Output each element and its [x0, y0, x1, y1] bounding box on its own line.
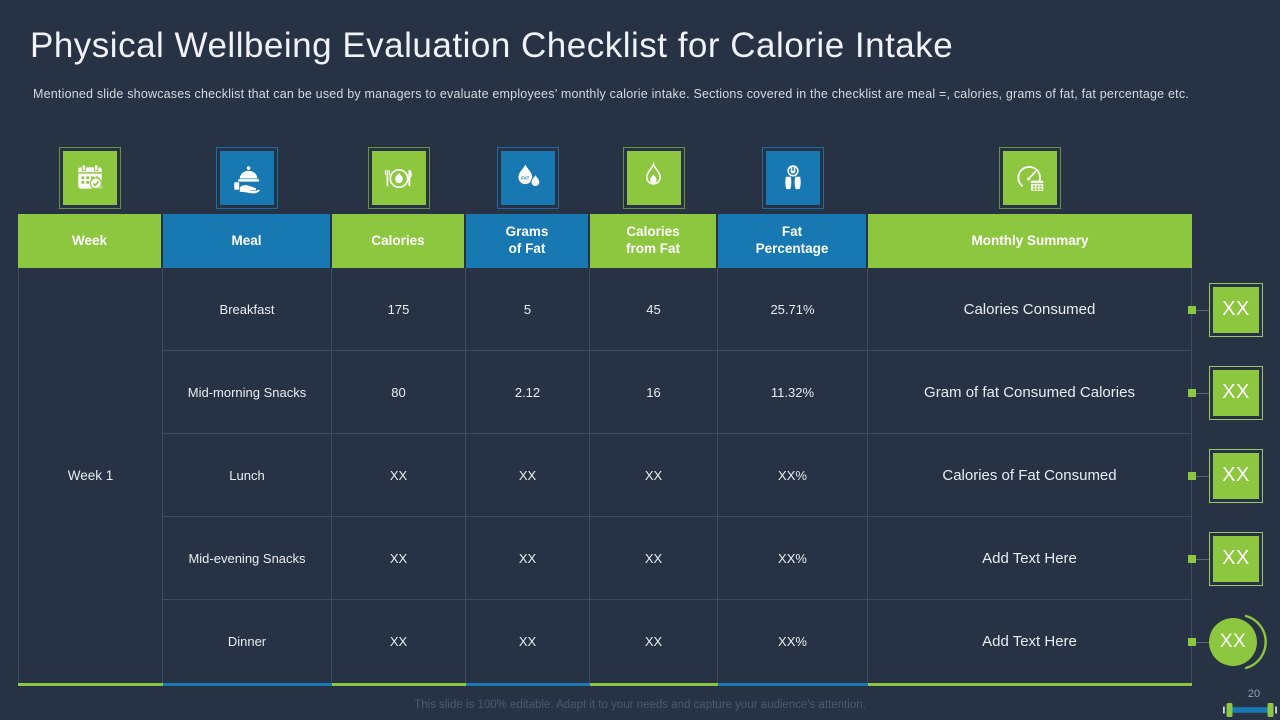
monthly-summary-cell: Calories Consumed	[868, 268, 1192, 350]
calories-from-fat-flame-icon	[627, 151, 681, 205]
icon-tile-calories-from-fat	[623, 147, 685, 209]
bottom-strip	[18, 683, 163, 686]
table-row: Lunch XX XX XX XX% Calories of Fat Consu…	[163, 434, 1192, 517]
meal-serving-icon	[220, 151, 274, 205]
xx-badge: XX	[1209, 448, 1263, 503]
calories-from-fat-cell: XX	[590, 434, 718, 516]
calories-cell: XX	[332, 600, 466, 683]
xx-badge: XX	[1209, 282, 1263, 337]
meal-cell: Breakfast	[163, 268, 332, 350]
slide-subtitle: Mentioned slide showcases checklist that…	[33, 87, 1189, 101]
col-header-meal: Meal	[163, 214, 332, 268]
xx-badge-label: XX	[1213, 286, 1259, 333]
meal-cell: Dinner	[163, 600, 332, 683]
col-header-week: Week	[18, 214, 163, 268]
grams-of-fat-cell: XX	[466, 517, 590, 599]
col-header-grams-of-fat: Grams of Fat	[466, 214, 590, 268]
weight-scale-icon	[766, 151, 820, 205]
connector-dot	[1188, 305, 1196, 314]
fat-percentage-cell: 25.71%	[718, 268, 868, 350]
icon-tile-monthly-summary	[999, 147, 1061, 209]
calories-from-fat-cell: 45	[590, 268, 718, 350]
connector-line	[1196, 475, 1209, 477]
connector-dot	[1188, 637, 1196, 646]
calories-from-fat-cell: XX	[590, 517, 718, 599]
monthly-summary-cell: Gram of fat Consumed Calories	[868, 351, 1192, 433]
monthly-summary-cell: Add Text Here	[868, 600, 1192, 683]
bottom-strip	[718, 683, 868, 686]
bottom-strip	[332, 683, 466, 686]
xx-badge: XX	[1209, 531, 1263, 586]
calories-from-fat-cell: XX	[590, 600, 718, 683]
xx-badge-label: XX	[1213, 535, 1259, 582]
calorie-checklist-table: Week Meal Calories Grams of Fat Calories…	[18, 214, 1192, 686]
meal-cell: Mid-morning Snacks	[163, 351, 332, 433]
calories-cell: 175	[332, 268, 466, 350]
meal-cell: Lunch	[163, 434, 332, 516]
table-row: Mid-morning Snacks 80 2.12 16 11.32% Gra…	[163, 351, 1192, 434]
connector-dot	[1188, 554, 1196, 563]
calendar-check-icon	[63, 151, 117, 205]
icon-tile-meal	[216, 147, 278, 209]
col-header-calories-from-fat: Calories from Fat	[590, 214, 718, 268]
col-header-calories: Calories	[332, 214, 466, 268]
col-header-monthly-summary: Monthly Summary	[868, 214, 1192, 268]
monthly-summary-cell: Add Text Here	[868, 517, 1192, 599]
connector-dot	[1188, 388, 1196, 397]
table-row: Breakfast 175 5 45 25.71% Calories Consu…	[163, 268, 1192, 351]
connector-line	[1196, 641, 1209, 643]
calories-cell: XX	[332, 517, 466, 599]
icon-tile-week	[59, 147, 121, 209]
bottom-strip	[868, 683, 1192, 686]
icon-tile-grams-of-fat: FAT	[497, 147, 559, 209]
fat-percentage-cell: XX%	[718, 434, 868, 516]
meal-cell: Mid-evening Snacks	[163, 517, 332, 599]
xx-badge-label: XX	[1213, 452, 1259, 499]
page-title: Physical Wellbeing Evaluation Checklist …	[30, 26, 954, 65]
svg-text:FAT: FAT	[521, 175, 529, 180]
table-row: Mid-evening Snacks XX XX XX XX% Add Text…	[163, 517, 1192, 600]
bottom-strip	[466, 683, 590, 686]
calories-cell: XX	[332, 434, 466, 516]
connector-line	[1196, 392, 1209, 394]
fat-percentage-cell: XX%	[718, 517, 868, 599]
fat-drop-icon: FAT	[501, 151, 555, 205]
monthly-summary-cell: Calories of Fat Consumed	[868, 434, 1192, 516]
fat-percentage-cell: 11.32%	[718, 351, 868, 433]
grams-of-fat-cell: XX	[466, 434, 590, 516]
icon-tile-fat-percentage	[762, 147, 824, 209]
bottom-strip	[163, 683, 332, 686]
connector-line	[1196, 558, 1209, 560]
circle-badge-arc	[1244, 614, 1267, 670]
monthly-summary-gauge-icon	[1003, 151, 1057, 205]
grams-of-fat-cell: 5	[466, 268, 590, 350]
icon-tile-calories	[368, 147, 430, 209]
calories-cell: 80	[332, 351, 466, 433]
dumbbell-icon	[1223, 703, 1277, 717]
calories-plate-icon	[372, 151, 426, 205]
week-cell: Week 1	[18, 268, 163, 683]
footer-note: This slide is 100% editable. Adapt it to…	[414, 699, 866, 711]
fat-percentage-cell: XX%	[718, 600, 868, 683]
calories-from-fat-cell: 16	[590, 351, 718, 433]
grams-of-fat-cell: 2.12	[466, 351, 590, 433]
table-row: Dinner XX XX XX XX% Add Text Here	[163, 600, 1192, 683]
bottom-strip	[590, 683, 718, 686]
grams-of-fat-cell: XX	[466, 600, 590, 683]
xx-circle-badge: XX	[1209, 617, 1257, 666]
connector-dot	[1188, 471, 1196, 480]
col-header-fat-percentage: Fat Percentage	[718, 214, 868, 268]
connector-line	[1196, 309, 1209, 311]
page-number: 20	[1247, 688, 1261, 700]
xx-badge-label: XX	[1213, 369, 1259, 416]
xx-badge: XX	[1209, 365, 1263, 420]
